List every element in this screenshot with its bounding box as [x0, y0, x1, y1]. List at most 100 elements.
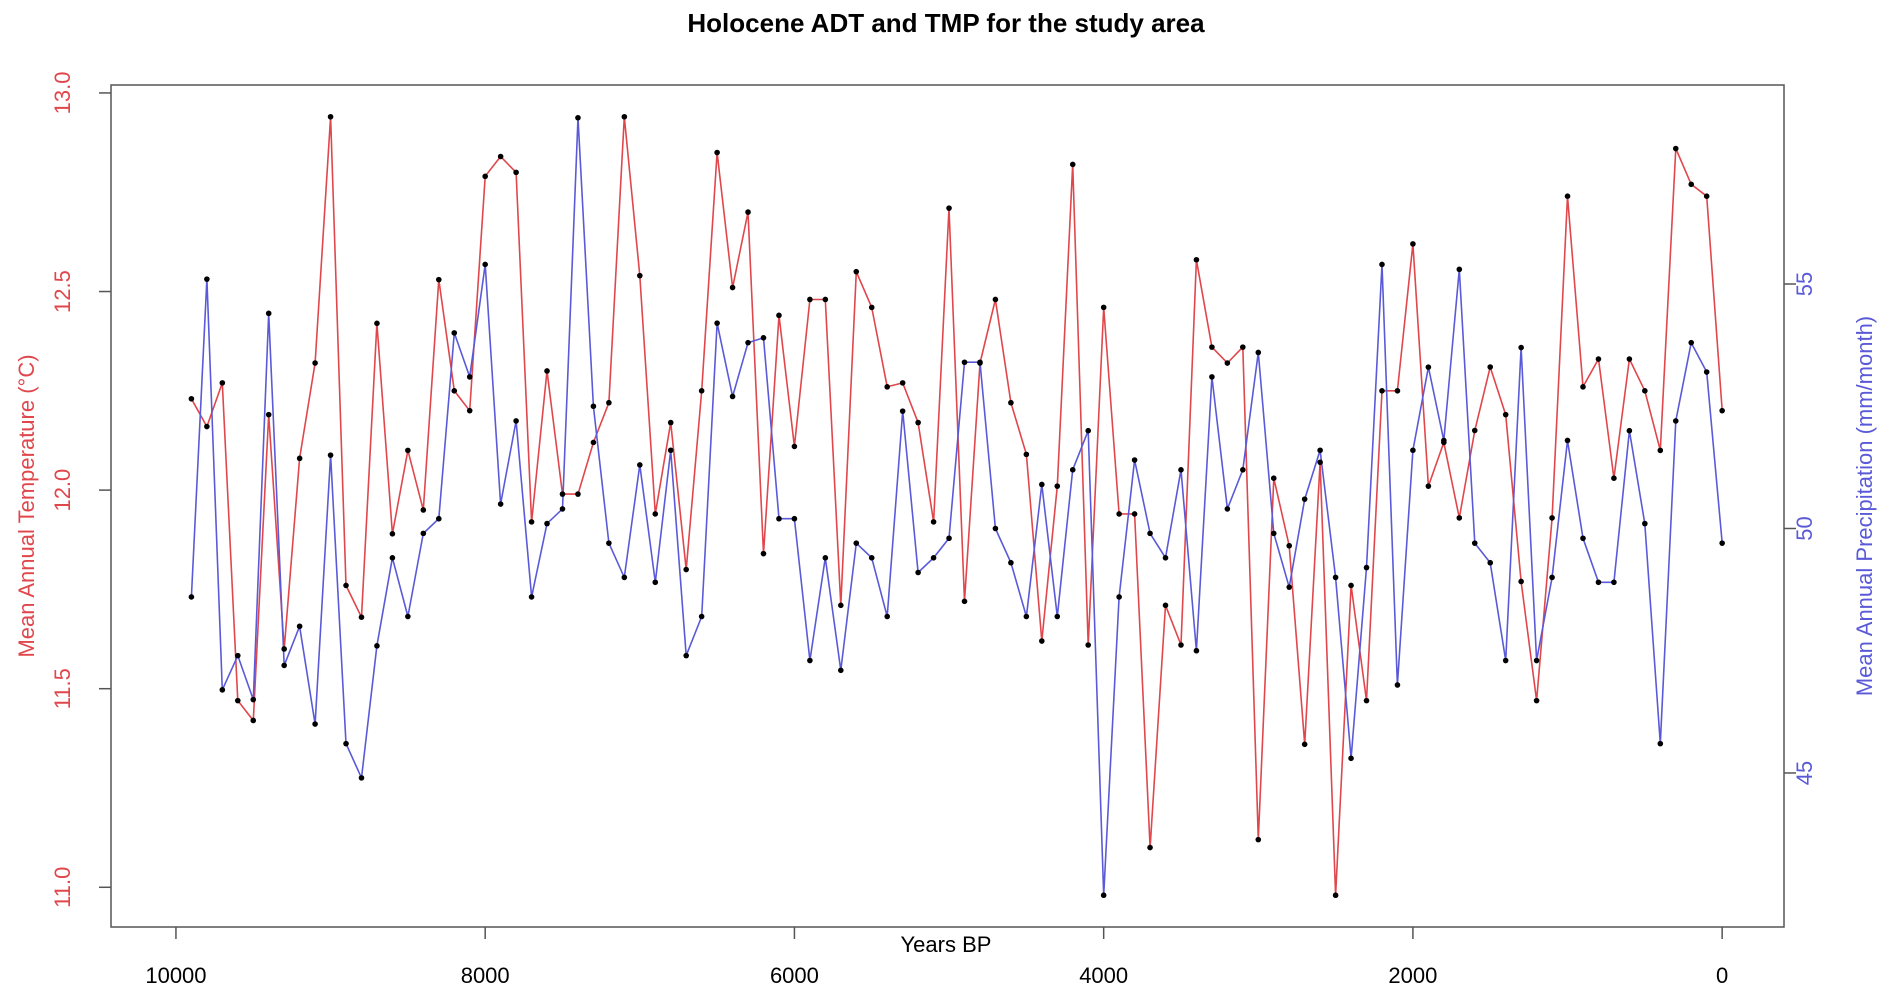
data-point [621, 113, 628, 120]
data-point [1595, 356, 1602, 362]
data-point [482, 173, 488, 180]
x-tick-label: 2000 [1388, 963, 1437, 988]
data-point [1008, 399, 1014, 406]
data-point [683, 566, 689, 573]
data-point [884, 613, 890, 620]
data-point [1054, 483, 1061, 489]
data-point [389, 555, 396, 561]
data-point [1611, 579, 1617, 586]
y2-tick-label: 55 [1792, 272, 1817, 296]
data-point [1487, 559, 1494, 566]
data-point [327, 452, 334, 458]
data-point [807, 296, 813, 303]
data-point [296, 455, 303, 462]
data-point [961, 359, 968, 366]
data-point [776, 515, 782, 522]
data-point [513, 169, 519, 176]
data-point [435, 515, 442, 522]
data-point [405, 613, 411, 620]
data-point [1456, 266, 1463, 273]
data-point [946, 205, 952, 211]
data-point [1394, 682, 1401, 688]
data-point [204, 423, 210, 430]
data-point [1270, 530, 1277, 537]
data-point [1069, 467, 1076, 473]
data-point [250, 696, 257, 703]
data-point [698, 388, 705, 394]
data-point [327, 113, 334, 120]
data-point [760, 334, 767, 341]
y-tick-label: 12.5 [50, 270, 75, 313]
data-point [1147, 844, 1153, 851]
data-point [590, 403, 597, 410]
data-point [528, 594, 535, 600]
data-point [1116, 511, 1122, 517]
data-point [838, 602, 844, 609]
data-point [343, 740, 349, 747]
data-point [1240, 467, 1246, 473]
data-point [1564, 437, 1571, 444]
data-point [1054, 613, 1061, 620]
y2-tick-label: 45 [1792, 761, 1817, 785]
data-point [219, 380, 226, 386]
data-point [250, 717, 257, 724]
data-point [435, 276, 442, 283]
data-point [1023, 451, 1030, 458]
data-point [1332, 892, 1339, 899]
data-point [606, 399, 612, 406]
data-point [637, 272, 643, 279]
data-point [1363, 564, 1370, 571]
data-point [1703, 193, 1710, 200]
data-point [1688, 339, 1695, 346]
data-point [1425, 364, 1432, 370]
x-tick-label: 4000 [1079, 963, 1128, 988]
data-point [544, 368, 550, 374]
data-point [667, 419, 674, 426]
data-point [343, 582, 349, 589]
data-point [1085, 427, 1092, 434]
data-point [1240, 344, 1246, 350]
data-point [1379, 261, 1385, 268]
y-tick-label: 13.0 [50, 72, 75, 115]
data-point [234, 652, 241, 659]
data-point [977, 359, 983, 366]
x-tick-label: 6000 [770, 963, 819, 988]
data-point [358, 775, 365, 781]
data-point [1209, 374, 1215, 380]
data-point [853, 540, 860, 546]
plot-frame [110, 84, 1785, 928]
data-point [374, 643, 380, 649]
data-point [528, 519, 535, 525]
data-point [930, 519, 937, 525]
data-point [1657, 447, 1664, 454]
data-point [760, 550, 767, 557]
data-point [1425, 483, 1432, 489]
data-point [1471, 427, 1478, 434]
data-point [1317, 447, 1323, 454]
data-point [1688, 181, 1695, 188]
data-point [1178, 467, 1184, 473]
data-point [420, 530, 427, 537]
data-point [1100, 892, 1107, 899]
data-point [1719, 540, 1725, 546]
data-point [466, 374, 473, 380]
data-point [389, 531, 396, 537]
series-line [190, 116, 1723, 896]
data-point [930, 555, 937, 561]
data-point [405, 447, 411, 454]
data-point [575, 114, 581, 121]
data-point [961, 598, 968, 605]
data-point [1224, 360, 1231, 366]
data-point [1193, 647, 1200, 654]
y2-tick-label: 50 [1792, 516, 1817, 540]
data-point [652, 579, 659, 586]
data-point [1719, 407, 1725, 414]
data-point [1100, 304, 1107, 311]
data-point [606, 540, 612, 546]
data-point [374, 320, 380, 327]
data-point [915, 569, 921, 576]
data-point [544, 520, 550, 527]
data-point [281, 646, 287, 652]
data-point [1379, 388, 1385, 394]
